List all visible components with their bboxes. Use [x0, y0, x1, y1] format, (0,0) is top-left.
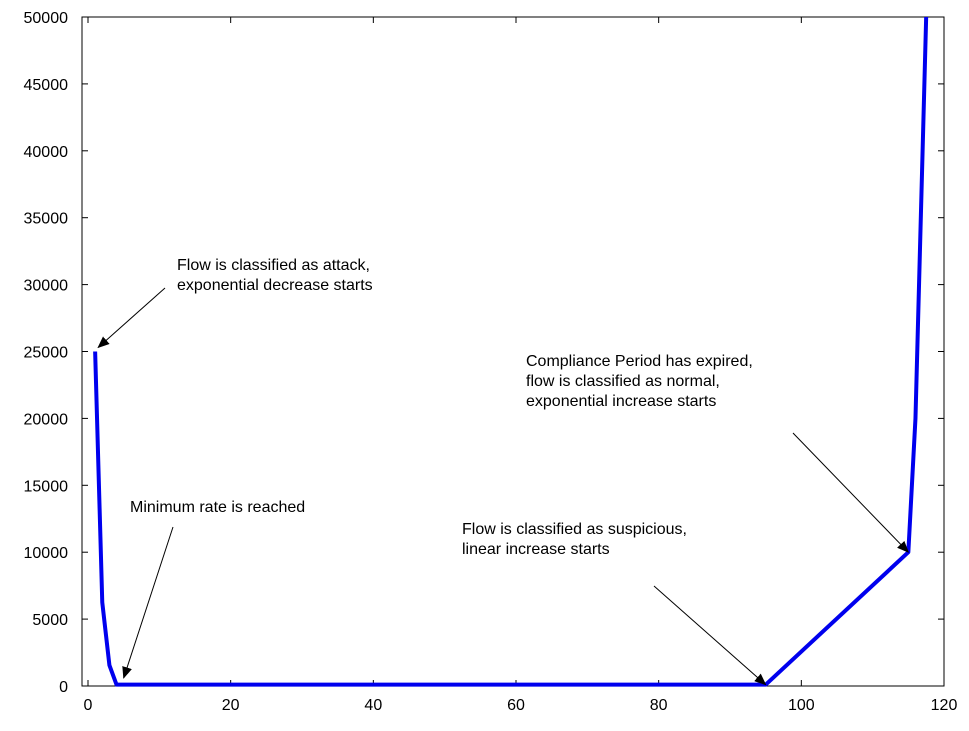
y-tick-label: 40000 — [24, 144, 69, 161]
annotation-text: Flow is classified as suspicious, — [462, 521, 687, 538]
y-axis: 0 5000 10000 15000 20000 25000 30000 35000 40000… — [24, 10, 944, 696]
y-tick-label: 15000 — [24, 478, 69, 495]
x-tick-label: 0 — [84, 697, 93, 714]
annotation-text: flow is classified as normal, — [526, 373, 720, 390]
y-tick-label: 45000 — [24, 77, 69, 94]
x-tick-label: 20 — [222, 697, 240, 714]
annotation-arrow — [122, 526, 174, 679]
y-tick-label: 0 — [59, 679, 68, 696]
y-tick-label: 35000 — [24, 211, 69, 228]
annotation-text: exponential decrease starts — [177, 277, 373, 294]
x-tick-label: 120 — [931, 697, 958, 714]
x-tick-label: 100 — [788, 697, 815, 714]
series-layer — [93, 16, 929, 687]
y-tick-label: 20000 — [24, 411, 69, 428]
plot-frame — [81, 16, 945, 687]
y-tick-label: 30000 — [24, 278, 69, 295]
annotation-text: exponential increase starts — [526, 393, 716, 410]
annotations: Flow is classified as attack, exponential… — [97, 257, 910, 686]
y-tick-label: 5000 — [32, 612, 68, 629]
annotation-arrow — [653, 585, 767, 686]
annotation-text: linear increase starts — [462, 541, 610, 558]
annotation-text: Compliance Period has expired, — [526, 353, 753, 370]
y-tick-label: 25000 — [24, 345, 69, 362]
x-tick-label: 60 — [507, 697, 525, 714]
annotation-text: Flow is classified as attack, — [177, 257, 370, 274]
annotation-text: Minimum rate is reached — [130, 499, 305, 516]
x-tick-label: 40 — [364, 697, 382, 714]
y-tick-label: 10000 — [24, 545, 69, 562]
annotation-arrow — [97, 287, 166, 349]
y-tick-label: 50000 — [24, 10, 69, 27]
x-tick-label: 80 — [650, 697, 668, 714]
annotation-arrow — [792, 432, 910, 553]
series-line — [93, 16, 929, 687]
x-axis: 0 20 40 60 80 100 120 — [84, 17, 958, 714]
